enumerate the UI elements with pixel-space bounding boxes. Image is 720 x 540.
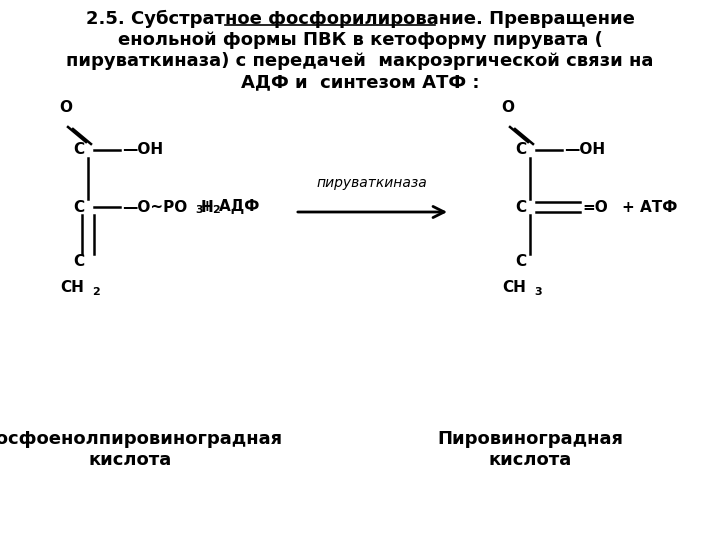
Text: 2: 2 bbox=[212, 205, 220, 215]
Text: 3: 3 bbox=[534, 287, 541, 297]
Text: —OH: —OH bbox=[122, 143, 163, 158]
Text: кислота: кислота bbox=[488, 451, 572, 469]
Text: O: O bbox=[502, 100, 515, 115]
Text: + АДФ: + АДФ bbox=[201, 199, 259, 214]
Text: АДФ и  синтезом АТФ :: АДФ и синтезом АТФ : bbox=[240, 73, 480, 91]
Text: C: C bbox=[73, 199, 84, 214]
Text: C: C bbox=[515, 254, 526, 269]
Text: кислота: кислота bbox=[89, 451, 171, 469]
Text: O: O bbox=[60, 100, 73, 115]
Text: =O: =O bbox=[582, 199, 608, 214]
Text: —OH: —OH bbox=[564, 143, 605, 158]
Text: CH: CH bbox=[60, 280, 84, 295]
Text: H: H bbox=[201, 199, 214, 214]
Text: пируваткиназа) с передачей  макроэргической связи на: пируваткиназа) с передачей макроэргическ… bbox=[66, 52, 654, 70]
Text: C: C bbox=[73, 254, 84, 269]
Text: Пировиноградная: Пировиноградная bbox=[437, 430, 623, 448]
Text: 2: 2 bbox=[92, 287, 100, 297]
Text: C: C bbox=[515, 143, 526, 158]
Text: пируваткиназа: пируваткиназа bbox=[317, 176, 428, 190]
Text: —O~PO: —O~PO bbox=[122, 199, 187, 214]
Text: 2.5. Субстратное фосфорилирование. Превращение: 2.5. Субстратное фосфорилирование. Превр… bbox=[86, 10, 634, 28]
Text: енольной формы ПВК в кетоформу пирувата (: енольной формы ПВК в кетоформу пирувата … bbox=[117, 31, 603, 49]
Text: CH: CH bbox=[502, 280, 526, 295]
Text: + АТФ: + АТФ bbox=[622, 199, 678, 214]
Text: Фосфоенолпировиноградная: Фосфоенолпировиноградная bbox=[0, 430, 282, 448]
Text: C: C bbox=[515, 199, 526, 214]
Text: 3: 3 bbox=[195, 205, 202, 215]
Text: C: C bbox=[73, 143, 84, 158]
